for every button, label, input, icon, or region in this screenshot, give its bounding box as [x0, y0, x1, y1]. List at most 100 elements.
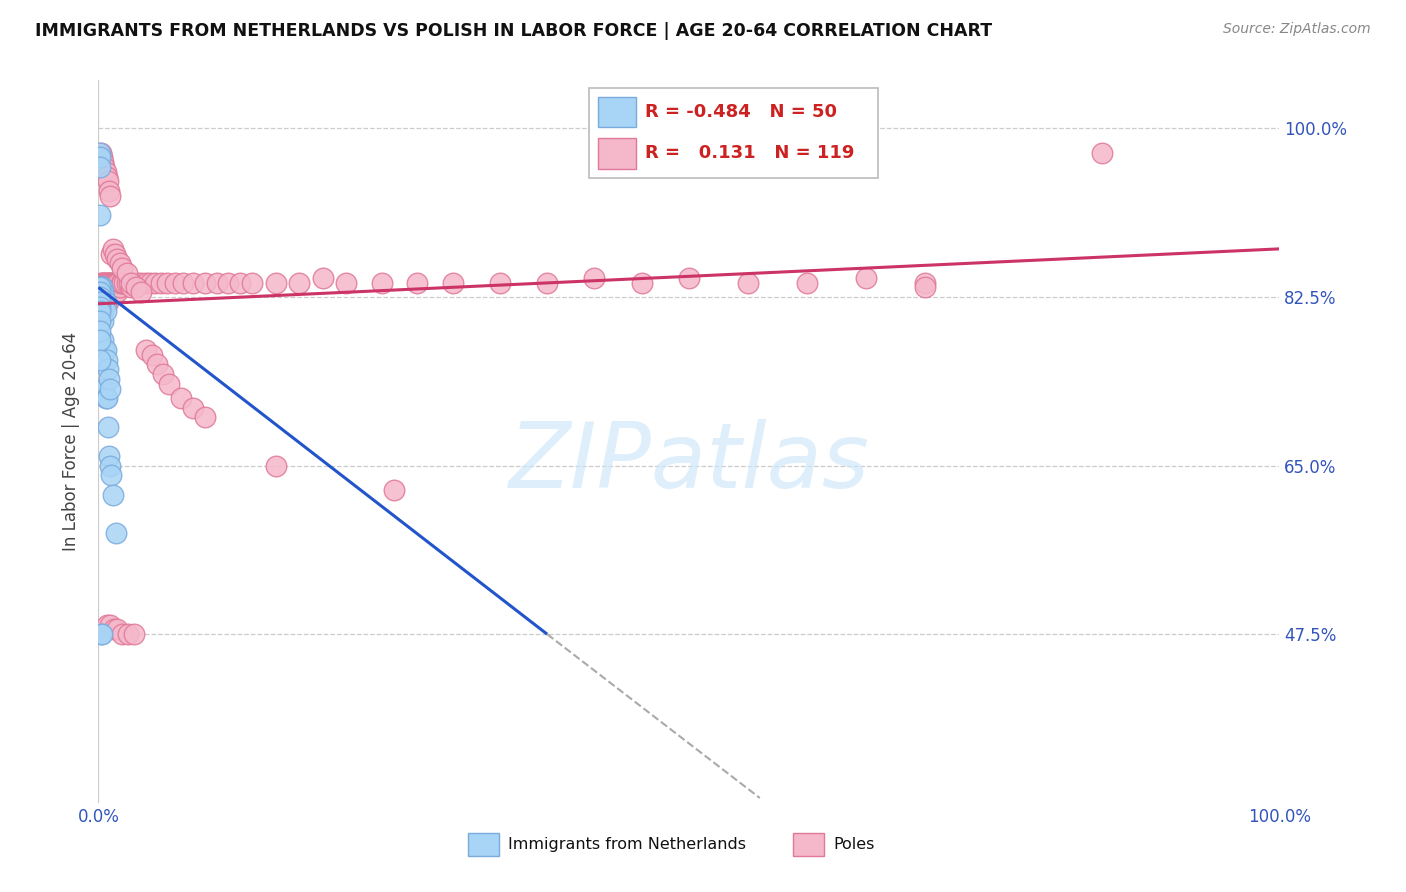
- Point: [143, 276, 166, 290]
- Point: [630, 276, 652, 290]
- Point: [91, 280, 114, 294]
- Point: [89, 324, 111, 338]
- Point: [536, 276, 558, 290]
- Point: [90, 294, 112, 309]
- Point: [89, 150, 111, 164]
- Point: [100, 276, 122, 290]
- FancyBboxPatch shape: [468, 833, 499, 856]
- Point: [96, 294, 118, 309]
- Point: [90, 280, 112, 294]
- Point: [165, 276, 187, 290]
- Text: IMMIGRANTS FROM NETHERLANDS VS POLISH IN LABOR FORCE | AGE 20-64 CORRELATION CHA: IMMIGRANTS FROM NETHERLANDS VS POLISH IN…: [35, 22, 993, 40]
- Point: [89, 304, 111, 318]
- Point: [93, 294, 115, 309]
- Point: [855, 270, 877, 285]
- Point: [129, 285, 152, 300]
- Point: [94, 343, 117, 357]
- Point: [90, 145, 112, 160]
- Point: [91, 294, 114, 309]
- Point: [94, 294, 117, 309]
- Point: [101, 242, 124, 256]
- Point: [172, 276, 194, 290]
- Point: [101, 487, 124, 501]
- Point: [90, 285, 112, 300]
- Point: [105, 526, 128, 541]
- Point: [371, 276, 394, 290]
- Point: [93, 276, 115, 290]
- Point: [97, 276, 120, 290]
- Point: [111, 261, 134, 276]
- Point: [152, 367, 174, 381]
- Point: [91, 304, 114, 318]
- Point: [89, 352, 111, 367]
- Y-axis label: In Labor Force | Age 20-64: In Labor Force | Age 20-64: [62, 332, 80, 551]
- Point: [91, 276, 114, 290]
- Point: [104, 285, 127, 300]
- Point: [96, 617, 118, 632]
- Point: [100, 468, 122, 483]
- Point: [90, 280, 112, 294]
- Point: [98, 372, 121, 386]
- Point: [97, 420, 120, 434]
- Point: [737, 276, 759, 290]
- Point: [97, 174, 120, 188]
- Point: [91, 304, 114, 318]
- Point: [91, 314, 114, 328]
- Point: [98, 184, 121, 198]
- Point: [98, 276, 121, 290]
- Point: [93, 294, 115, 309]
- Point: [107, 276, 129, 290]
- Point: [96, 352, 118, 367]
- Point: [135, 343, 157, 357]
- Point: [91, 280, 114, 294]
- Point: [112, 276, 135, 290]
- Point: [98, 458, 121, 473]
- Point: [91, 290, 114, 304]
- Point: [382, 483, 405, 497]
- Point: [108, 256, 131, 270]
- Point: [335, 276, 357, 290]
- Point: [89, 280, 111, 294]
- Point: [111, 276, 134, 290]
- Point: [796, 276, 818, 290]
- Point: [194, 410, 217, 425]
- Point: [489, 276, 512, 290]
- Point: [110, 276, 132, 290]
- Point: [141, 348, 163, 362]
- Point: [108, 280, 131, 294]
- Point: [104, 246, 127, 260]
- Point: [93, 160, 115, 174]
- Point: [91, 290, 114, 304]
- Point: [101, 285, 124, 300]
- Point: [94, 280, 117, 294]
- Point: [583, 270, 606, 285]
- Point: [93, 382, 115, 396]
- Point: [441, 276, 464, 290]
- Point: [91, 285, 114, 300]
- Point: [91, 294, 114, 309]
- Point: [91, 285, 114, 300]
- Point: [91, 627, 114, 641]
- Point: [89, 314, 111, 328]
- Point: [89, 290, 111, 304]
- Point: [94, 276, 117, 290]
- Point: [94, 294, 117, 309]
- Point: [135, 276, 157, 290]
- Point: [181, 276, 204, 290]
- Point: [914, 280, 936, 294]
- Point: [89, 150, 111, 164]
- Point: [264, 458, 287, 473]
- Text: R =   0.131   N = 119: R = 0.131 N = 119: [645, 145, 855, 162]
- Text: Immigrants from Netherlands: Immigrants from Netherlands: [508, 838, 747, 852]
- Point: [89, 208, 111, 222]
- Point: [111, 627, 134, 641]
- Point: [181, 401, 204, 415]
- Point: [94, 165, 117, 179]
- Point: [89, 294, 111, 309]
- FancyBboxPatch shape: [589, 87, 877, 178]
- Point: [156, 276, 179, 290]
- Point: [406, 276, 429, 290]
- Point: [205, 276, 228, 290]
- Point: [98, 285, 121, 300]
- Text: ZIPatlas: ZIPatlas: [509, 419, 869, 508]
